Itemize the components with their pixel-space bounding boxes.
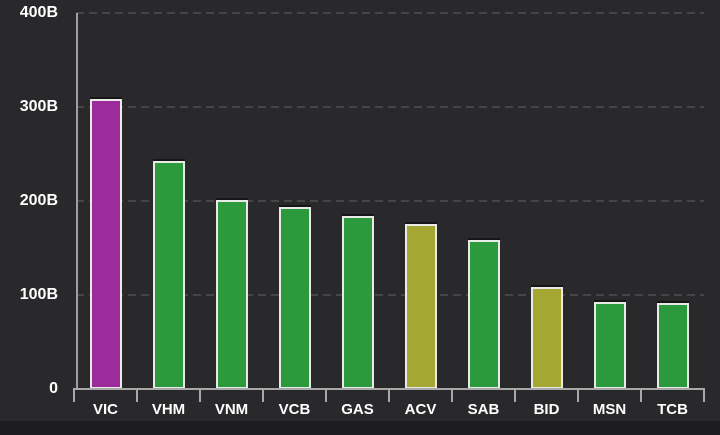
y-axis-tick-label: 200B: [19, 192, 58, 209]
footer-strip: [0, 421, 720, 435]
x-axis-tick: [136, 389, 138, 402]
x-axis-label-BID: BID: [533, 401, 560, 418]
x-axis-label-VNM: VNM: [214, 401, 249, 418]
x-axis-label-TCB: TCB: [657, 401, 688, 418]
gridline-100: [76, 294, 704, 296]
y-axis-tick-label: 400B: [19, 4, 58, 21]
x-axis-tick: [640, 389, 642, 402]
gridline-300: [76, 106, 704, 108]
y-axis-tick-label: 0: [49, 380, 58, 397]
bar-VHM[interactable]: [152, 160, 185, 389]
y-axis-tick-label: 100B: [19, 286, 58, 303]
bar-VCB[interactable]: [278, 206, 311, 389]
bar-BID[interactable]: [530, 286, 563, 389]
x-axis-label-SAB: SAB: [467, 401, 500, 418]
y-axis-line: [76, 13, 78, 390]
x-axis-label-VHM: VHM: [151, 401, 186, 418]
bar-VNM[interactable]: [215, 200, 248, 389]
x-axis-label-VCB: VCB: [278, 401, 311, 418]
gridline-400: [76, 12, 704, 14]
bar-ACV[interactable]: [404, 223, 437, 389]
x-axis-label-ACV: ACV: [404, 401, 437, 418]
bar-TCB[interactable]: [656, 303, 689, 389]
x-axis-tick: [577, 389, 579, 402]
x-axis-tick: [73, 389, 75, 402]
x-axis-tick: [514, 389, 516, 402]
bar-GAS[interactable]: [341, 216, 374, 389]
x-axis-tick: [388, 389, 390, 402]
bar-MSN[interactable]: [593, 301, 626, 389]
x-axis-tick: [325, 389, 327, 402]
x-axis-tick: [262, 389, 264, 402]
x-axis-tick: [451, 389, 453, 402]
bar-SAB[interactable]: [467, 240, 500, 389]
x-axis-tick: [703, 389, 705, 402]
y-axis-tick-label: 300B: [19, 98, 58, 115]
x-axis-label-MSN: MSN: [592, 401, 627, 418]
bar-VIC[interactable]: [89, 99, 122, 389]
x-axis-label-VIC: VIC: [92, 401, 118, 418]
x-axis-tick: [199, 389, 201, 402]
gridline-200: [76, 200, 704, 202]
x-axis-label-GAS: GAS: [341, 401, 374, 418]
